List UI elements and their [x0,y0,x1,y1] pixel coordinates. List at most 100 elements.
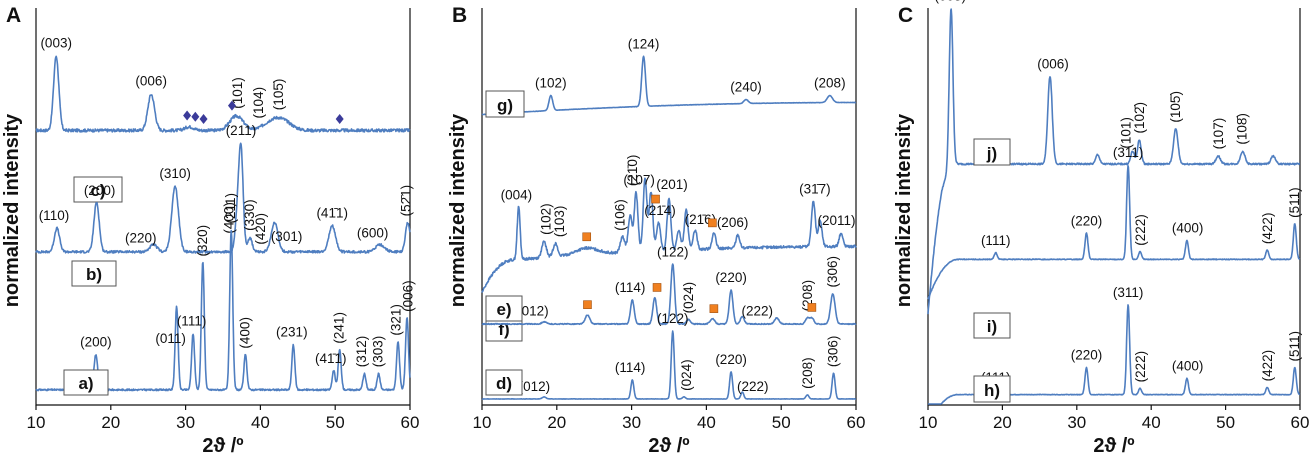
peak-label: (006) [135,73,167,88]
peak-label: (012) [519,379,551,394]
peak-label: (102̄) [1132,102,1147,134]
y-axis-label: normalized intensity [893,113,915,307]
sample-label: c) [90,181,105,200]
diffraction-trace [481,177,857,293]
x-tick-label: 20 [101,413,120,432]
peak-label: (222) [737,379,769,394]
peak-label: (101) [230,77,245,109]
peak-label: (241) [332,312,347,344]
peak-label: (107) [1211,118,1226,150]
peak-label: (422) [1260,213,1275,245]
peak-label: (422) [1260,350,1275,382]
peak-label: (222) [1133,214,1148,246]
peak-label: (011) [155,331,186,346]
x-tick-label: 50 [326,413,345,432]
sample-label-box [73,176,123,203]
peak-label: (105̄) [271,79,286,111]
x-tick-label: 10 [27,413,46,432]
phase-marker-square [583,300,592,309]
peak-label: (222) [1133,351,1148,383]
x-tick-label: 10 [473,413,492,432]
phase-marker-square [651,194,660,204]
x-tick-label: 40 [697,413,716,432]
phase-marker-diamond [199,114,208,125]
peak-label: (303) [371,336,386,368]
series-b: (110)(200)(220)(310)(211)(400) (330)(420)… [35,123,413,287]
peak-label: (220) [715,352,747,367]
peak-label: (31̄7) [799,181,831,196]
sample-label-box [973,375,1011,403]
x-tick-label: 60 [1291,413,1310,432]
x-tick-label: 60 [847,413,866,432]
x-tick-label: 50 [1216,413,1235,432]
peak-label: (306) [825,256,840,288]
series-e: (012)(114)(122)(024)(220)(222) (208)(306)… [481,244,857,326]
sample-label-box [485,295,523,322]
sample-label: i) [987,317,997,336]
peak-label: (52̄1) [398,185,413,217]
peak-label: (124) [628,37,660,52]
peak-label: (400) [1172,359,1204,374]
series-d: (012) (114) (122) (024) (220) (222) (208) (306)… [481,311,857,400]
phase-marker-square [709,304,719,313]
peak-label: (21̄0) [625,155,640,187]
peak-label: (2011) [818,213,856,228]
peak-label: (220) [125,231,157,246]
peak-label: (310) [159,166,191,181]
peak-label: (220) [1071,213,1103,228]
sample-label: d) [496,374,512,393]
panel-label-b: B [452,4,467,27]
peak-label: (003) [40,36,72,51]
x-axis-label: 2ϑ /º [1093,435,1134,457]
x-tick-label: 50 [772,413,791,432]
x-tick-label: 20 [547,413,566,432]
series-j: (003) (006) (101)(102̄) (105̄) (107) (108̄) j) [927,0,1301,315]
peak-label: (122) [657,244,689,259]
peak-label: (306) [826,336,841,368]
sample-label: f) [498,320,509,339]
series-g: (102) (124) (240) (208) g) [481,37,857,118]
peak-label: (102) [538,203,553,235]
peak-label: (108̄) [1235,113,1250,145]
peak-label: (211) [226,123,257,138]
peak-label: (222) [742,304,774,319]
sample-label: e) [496,300,511,319]
peak-label: (024) [681,282,696,314]
peak-label: (41̄1) [315,351,347,366]
peak-label: (240) [730,79,762,94]
panel-b-plot: 10 20 30 40 50 60 2ϑ /º normalized intensity (10… [447,8,865,457]
x-tick-label: 10 [919,413,938,432]
sample-label: b) [86,265,102,284]
peak-label: (106) [612,199,627,231]
x-tick-label: 40 [1142,413,1161,432]
peak-label: (102) [535,76,567,91]
sample-label-box [63,369,109,396]
peak-label: (208) [800,357,815,389]
series-h: (111)(220)(311)(222)(400)(422)(511)h) [927,285,1302,405]
peak-label: (200) [80,335,112,350]
sample-label-box [71,260,117,287]
peak-label: (400) [222,202,237,234]
panel-a: A 10 20 30 40 50 60 2ϑ /º normalized intensity (… [1,4,419,457]
peak-label: (024) [679,359,694,391]
series-i: (111) (220) (311) (222) (400) (422) (511) i) [927,145,1302,339]
peak-label: (301) [271,229,303,244]
sample-label-box [973,138,1011,166]
peak-label: (220) [1071,347,1103,362]
x-tick-label: 30 [1067,413,1086,432]
peak-label: (107) [623,172,655,187]
diffraction-trace [35,55,411,133]
peak-label: (400) [237,317,252,349]
peak-label: (320) [195,225,210,257]
sample-label: a) [78,374,93,393]
peak-label: (321) [389,304,404,336]
sample-label-box [485,369,523,396]
sample-label: h) [984,381,1000,400]
axis-frame [927,8,1300,406]
peak-label: (312) [354,336,369,368]
sample-label-box [973,312,1011,339]
x-tick-label: 60 [401,413,420,432]
phase-marker-square [708,218,717,228]
